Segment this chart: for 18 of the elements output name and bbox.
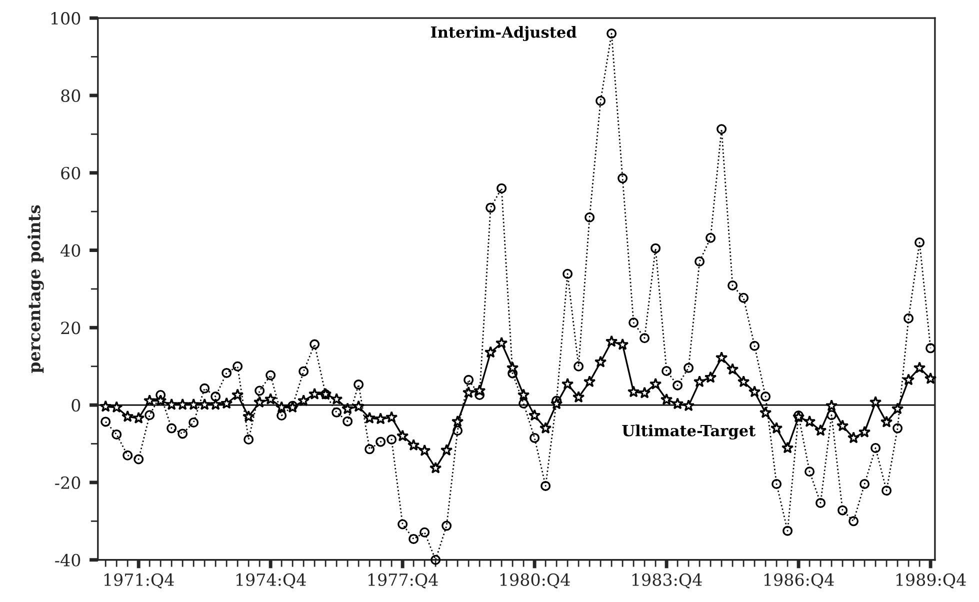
y-tick-label: -20 [55, 476, 80, 490]
text: Interim-Adjusted [430, 26, 576, 42]
y-tick-label: 0 [72, 399, 80, 412]
x-tick-label: 1983:Q4 [632, 573, 702, 588]
x-tick-label: 1971:Q4 [104, 573, 174, 588]
y-axis-title: percentage points [28, 205, 44, 373]
x-tick-label: 1974:Q4 [236, 573, 306, 588]
x-tick-label: 1986:Q4 [764, 573, 834, 588]
x-tick-label: 1980:Q4 [500, 573, 570, 588]
y-tick-label: 80 [61, 89, 80, 102]
x-tick-label: 1989:Q4 [896, 573, 966, 588]
x-tick-label: 1977:Q4 [368, 573, 438, 588]
y-tick-label: 40 [60, 244, 80, 257]
y-tick-label: 60 [61, 166, 80, 180]
y-tick-label: -40 [55, 554, 80, 566]
y-tick-label: 100 [51, 12, 80, 25]
y-tick-label: 20 [61, 322, 80, 334]
series-label: Ultimate-Target [622, 424, 756, 440]
